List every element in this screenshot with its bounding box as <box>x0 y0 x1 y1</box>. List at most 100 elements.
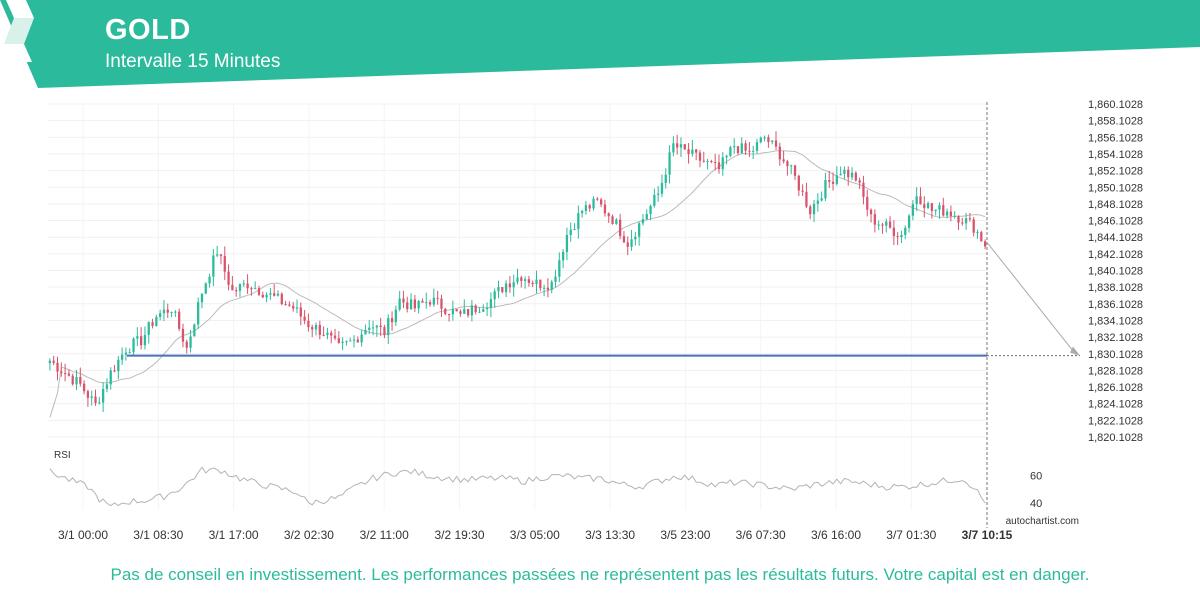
candle-body <box>478 311 481 313</box>
candle <box>573 223 576 231</box>
candle-body <box>463 309 466 314</box>
candle <box>428 299 432 307</box>
candle <box>466 308 470 318</box>
candle-body <box>200 293 204 303</box>
candle <box>364 324 367 335</box>
candle <box>558 252 561 283</box>
candle <box>961 217 964 226</box>
candle-body <box>185 341 188 348</box>
candle <box>314 322 318 336</box>
candle <box>934 209 937 216</box>
price-tick-label: 1,838.1028 <box>1088 282 1143 294</box>
candle-body <box>771 140 774 143</box>
candle-body <box>493 291 496 300</box>
candle <box>345 340 348 346</box>
candle <box>474 304 477 315</box>
candle-body <box>752 150 755 152</box>
candle <box>269 288 272 300</box>
candle <box>923 196 926 218</box>
time-axis: 3/1 00:00 3/1 08:30 3/1 17:00 3/2 02:30 3/2 … <box>58 528 937 542</box>
time-tick-label: 3/5 23:00 <box>660 528 710 542</box>
candle <box>657 186 660 202</box>
candle <box>733 138 736 154</box>
candle <box>930 203 934 219</box>
candle-body <box>136 336 139 339</box>
candle <box>968 212 972 222</box>
candle-body <box>714 161 717 163</box>
candle <box>90 390 93 406</box>
candle-body <box>311 327 314 330</box>
candle <box>926 201 930 210</box>
price-tick-label: 1,822.1028 <box>1088 415 1143 427</box>
candle-body <box>729 147 732 156</box>
candle <box>56 356 59 381</box>
candle-body <box>854 172 857 181</box>
candle <box>527 275 531 287</box>
candle <box>307 313 310 332</box>
candle <box>820 191 823 202</box>
candle-body <box>497 287 500 292</box>
time-tick-label: 3/1 17:00 <box>209 528 259 542</box>
candle-body <box>330 332 333 336</box>
candle <box>740 137 743 155</box>
candle-body <box>968 218 972 220</box>
candle <box>888 216 892 229</box>
candle-body <box>542 287 546 289</box>
candle-body <box>280 293 283 304</box>
candle-body <box>360 334 363 343</box>
candle-body <box>402 298 405 303</box>
candle-body <box>691 149 694 155</box>
candle-body <box>801 190 804 192</box>
candle <box>238 283 242 297</box>
candle <box>318 320 321 340</box>
candle-body <box>508 283 512 288</box>
candle <box>915 187 918 212</box>
candle-body <box>155 316 158 327</box>
candle <box>687 142 690 164</box>
candle <box>896 232 899 246</box>
candle <box>402 290 405 309</box>
candle <box>349 337 352 342</box>
candle <box>79 367 82 387</box>
candle <box>242 279 245 288</box>
candle <box>565 227 569 261</box>
candle <box>356 336 359 343</box>
candle <box>596 197 599 201</box>
candle-body <box>383 327 386 336</box>
candle <box>774 131 778 151</box>
price-tick-label: 1,844.1028 <box>1088 232 1143 244</box>
candle-body <box>828 180 831 182</box>
candle-body <box>90 396 93 398</box>
candle <box>333 328 337 341</box>
candle <box>862 175 865 205</box>
candle-body <box>288 304 291 306</box>
candle-body <box>584 205 588 211</box>
candle <box>489 292 493 318</box>
current-time-label: 3/7 10:15 <box>962 528 1013 542</box>
candle-body <box>174 311 177 313</box>
candle-body <box>759 137 762 143</box>
candle-body <box>945 211 949 216</box>
candle-body <box>489 299 493 308</box>
candle <box>60 362 63 377</box>
candle <box>641 214 645 226</box>
candle-body <box>580 210 584 214</box>
candle-body <box>546 287 550 290</box>
candle <box>854 171 857 182</box>
candle-body <box>368 327 371 330</box>
candle <box>67 369 71 377</box>
candle-body <box>577 213 580 229</box>
candle <box>683 144 686 151</box>
price-tick-label: 1,828.1028 <box>1088 365 1143 377</box>
candle <box>124 347 128 361</box>
candle-body <box>516 277 519 283</box>
candle-body <box>227 271 230 285</box>
candle-body <box>611 216 614 224</box>
candle-body <box>964 218 968 224</box>
candle-body <box>679 144 683 148</box>
candle <box>611 214 614 225</box>
candle-body <box>223 256 226 272</box>
candle-body <box>774 140 778 147</box>
candle <box>831 172 835 191</box>
candle <box>394 305 397 327</box>
